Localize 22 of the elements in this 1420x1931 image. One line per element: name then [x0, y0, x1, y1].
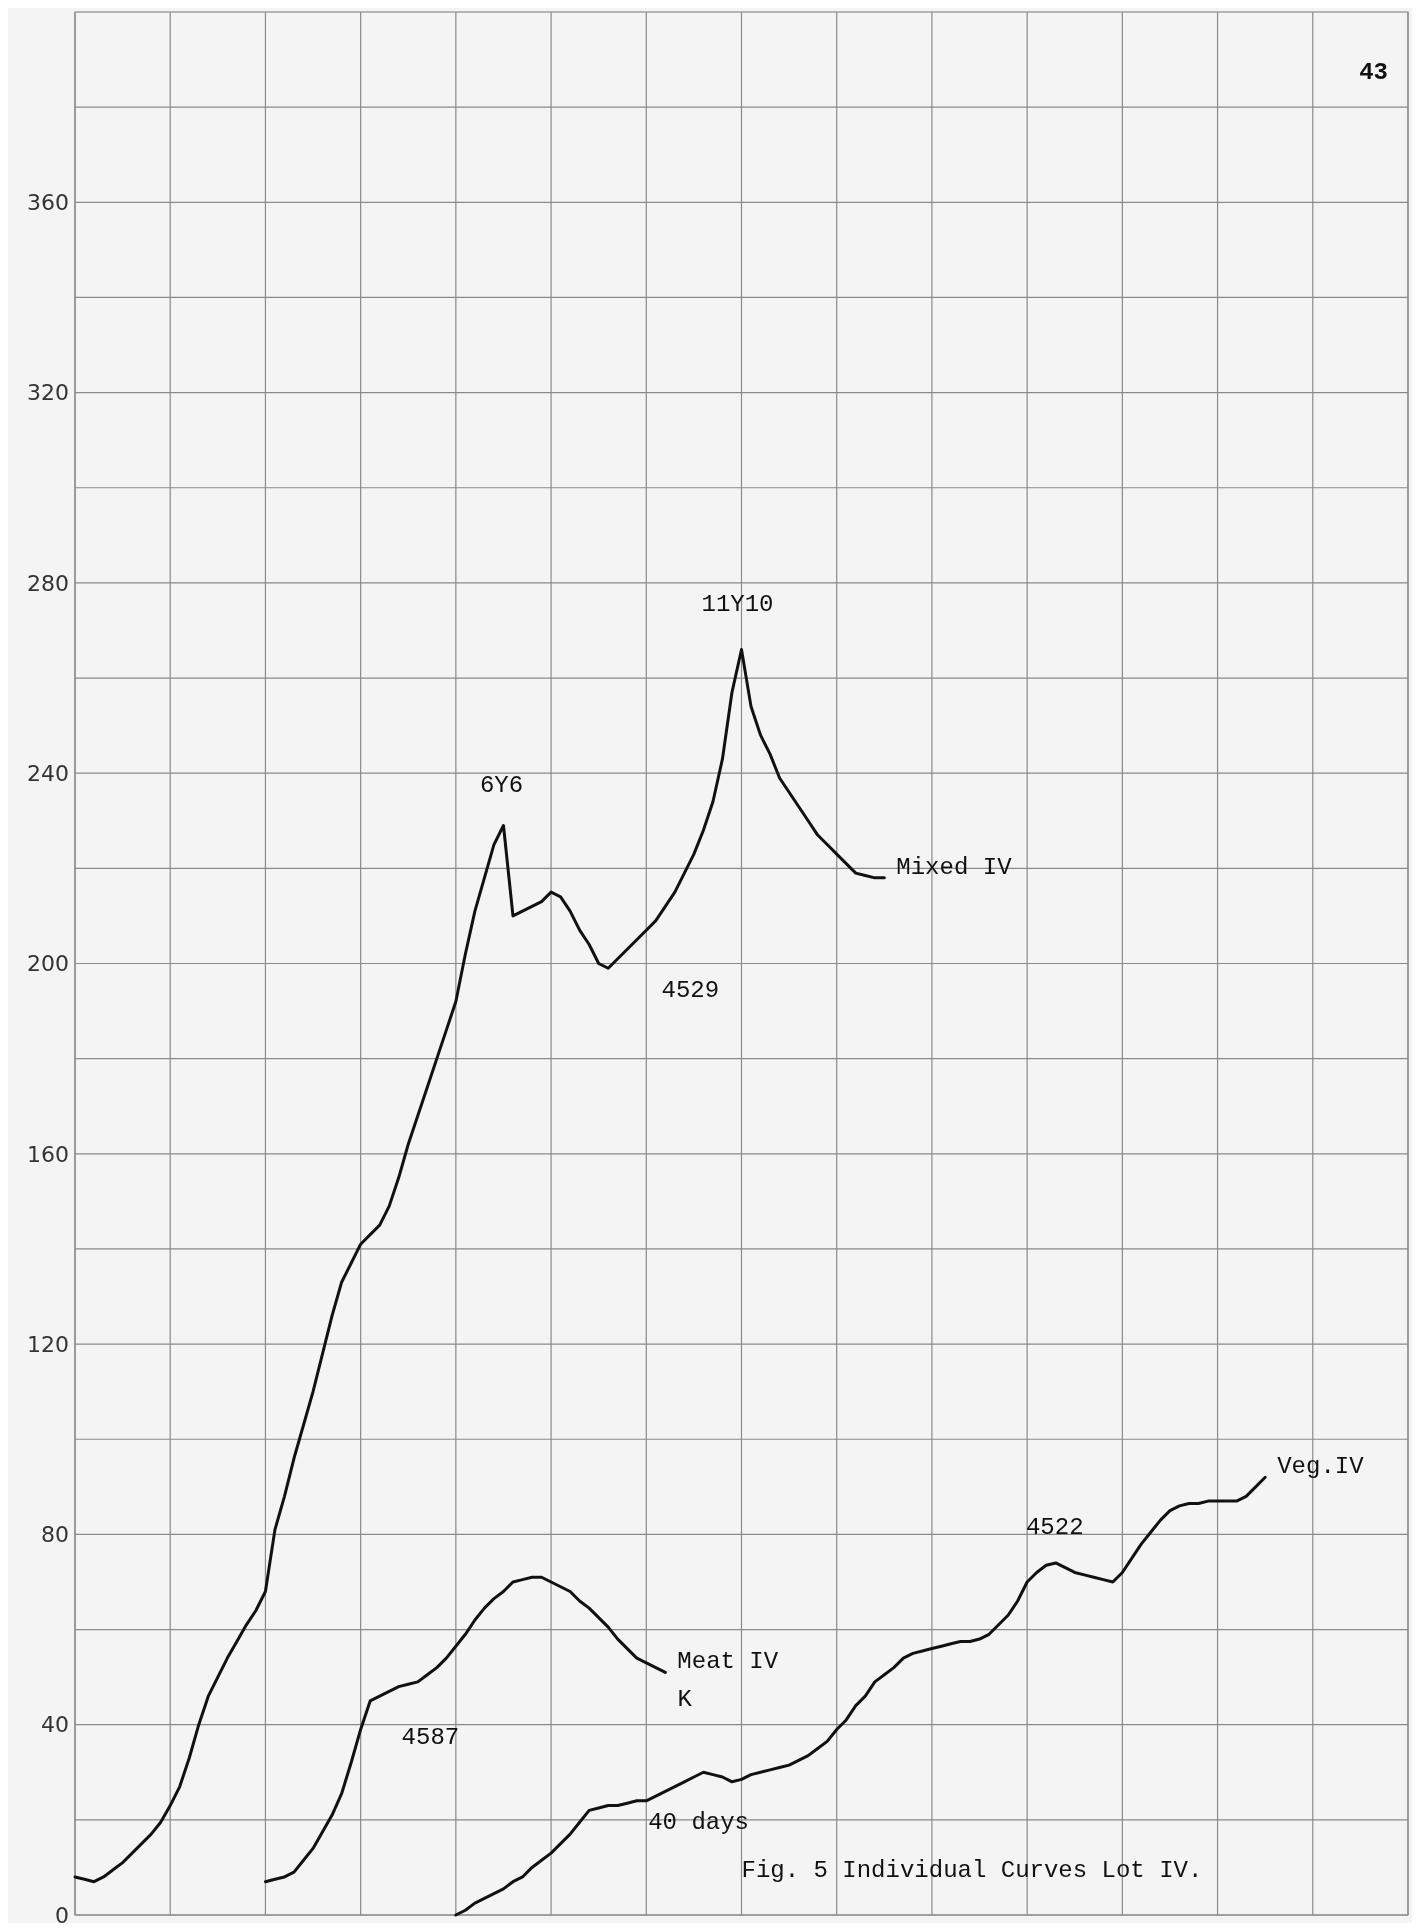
y-tick-label: 200: [27, 951, 69, 977]
y-tick-label: 0: [55, 1902, 69, 1928]
annotation: 11Y10: [701, 591, 774, 619]
y-tick-label: 320: [27, 380, 69, 406]
y-tick-label: 240: [27, 760, 69, 786]
annotation: 4522: [1025, 1514, 1084, 1542]
annotation: 4587: [401, 1723, 460, 1751]
series-label: Meat IV: [677, 1648, 779, 1676]
annotation: 40 days: [648, 1809, 750, 1837]
y-tick-label: 360: [27, 190, 69, 215]
annotation: 6Y6: [479, 772, 524, 800]
annotation: K: [677, 1685, 693, 1713]
series-label: Mixed IV: [896, 853, 1013, 881]
y-tick-label: 280: [27, 570, 69, 596]
y-tick-label: 120: [27, 1331, 69, 1357]
annotation: Fig. 5 Individual Curves Lot IV.: [741, 1856, 1203, 1884]
series-label: Veg.IV: [1277, 1453, 1365, 1481]
y-tick-label: 160: [27, 1141, 69, 1167]
y-tick-label: 80: [41, 1522, 69, 1548]
annotation: 43: [1359, 58, 1389, 86]
y-tick-label: 40: [41, 1712, 69, 1738]
annotation: 4529: [661, 976, 720, 1004]
